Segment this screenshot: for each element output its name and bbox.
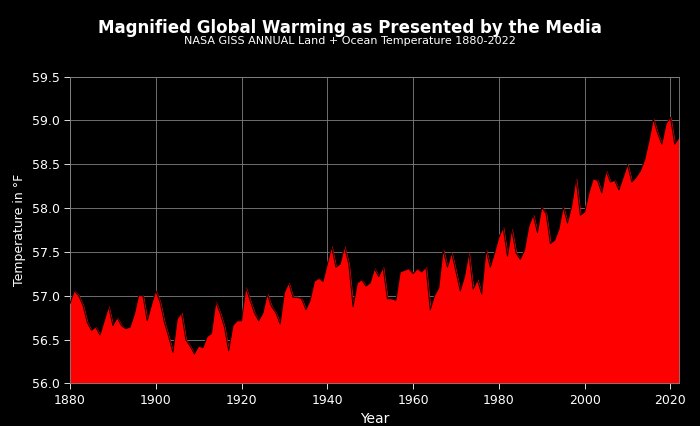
Text: NASA GISS ANNUAL Land + Ocean Temperature 1880-2022: NASA GISS ANNUAL Land + Ocean Temperatur…	[184, 36, 516, 46]
X-axis label: Year: Year	[360, 412, 389, 426]
Y-axis label: Temperature in °F: Temperature in °F	[13, 174, 26, 286]
Text: Magnified Global Warming as Presented by the Media: Magnified Global Warming as Presented by…	[98, 19, 602, 37]
